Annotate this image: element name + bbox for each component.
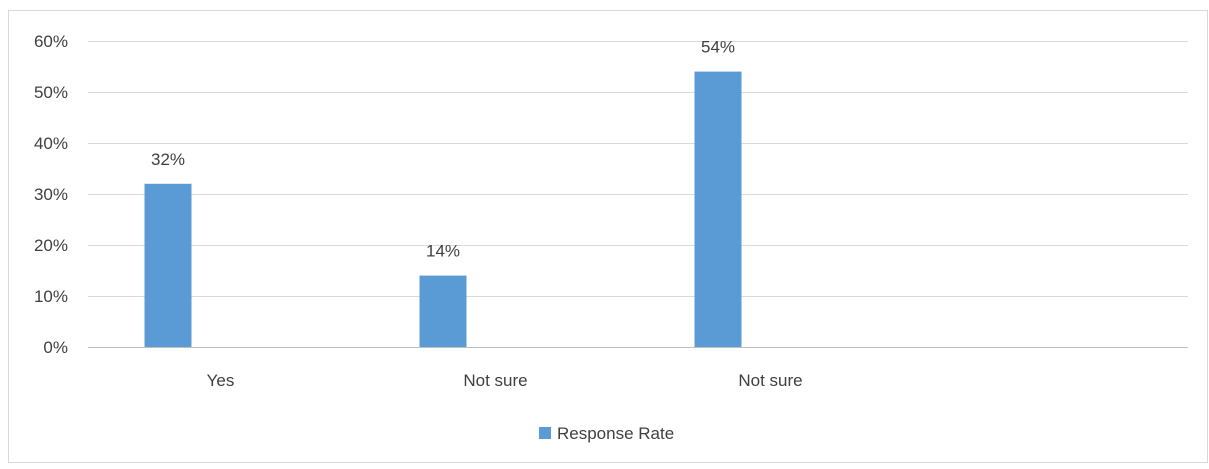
y-tick-label: 10% (34, 287, 68, 306)
legend-swatch (539, 427, 551, 439)
data-label: 32% (151, 150, 185, 169)
x-tick-label: Not sure (463, 371, 527, 390)
y-tick-label: 30% (34, 185, 68, 204)
x-tick-label: Not sure (738, 371, 802, 390)
y-tick-label: 60% (34, 32, 68, 51)
bar (694, 71, 742, 347)
y-tick-label: 50% (34, 83, 68, 102)
y-tick-label: 40% (34, 134, 68, 153)
legend: Response Rate (539, 424, 674, 443)
y-tick-label: 0% (43, 338, 68, 357)
bars (144, 71, 742, 347)
y-tick-label: 20% (34, 236, 68, 255)
x-axis-ticks: Yes Not sure Not sure (207, 371, 803, 390)
legend-label: Response Rate (557, 424, 674, 443)
y-axis-ticks: 0% 10% 20% 30% 40% 50% 60% (34, 32, 68, 357)
data-labels: 32% 14% 54% (151, 38, 735, 261)
data-label: 14% (426, 242, 460, 261)
x-tick-label: Yes (207, 371, 235, 390)
chart-border (8, 10, 1208, 463)
bar (144, 183, 192, 347)
data-label: 54% (701, 38, 735, 57)
bar (419, 275, 467, 347)
gridlines (88, 41, 1188, 348)
